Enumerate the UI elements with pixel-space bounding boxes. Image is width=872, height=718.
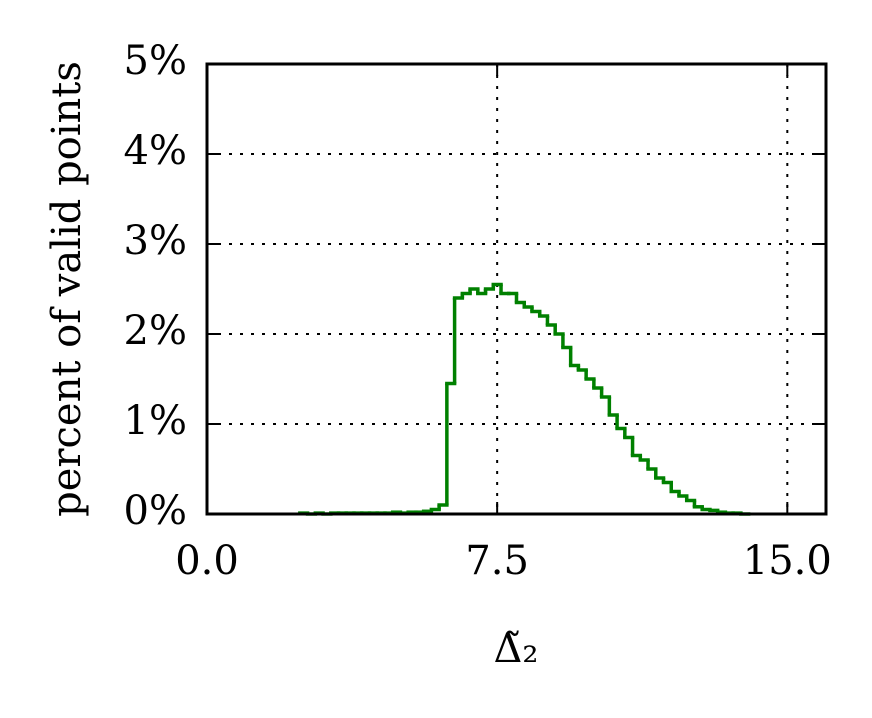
x-tick-label: 0.0: [175, 538, 239, 584]
y-tick-label: 2%: [124, 308, 187, 354]
y-tick-label: 0%: [124, 488, 187, 534]
x-tick-label: 15.0: [743, 538, 832, 584]
y-axis-label: percent of valid points: [44, 61, 90, 517]
y-tick-label: 1%: [124, 398, 187, 444]
x-axis-label: Δ̃₂: [494, 626, 539, 672]
y-tick-label: 5%: [124, 38, 187, 84]
y-tick-label: 3%: [124, 218, 187, 264]
x-tick-label: 7.5: [465, 538, 529, 584]
y-tick-label: 4%: [124, 128, 187, 174]
plot-frame: [205, 62, 828, 516]
